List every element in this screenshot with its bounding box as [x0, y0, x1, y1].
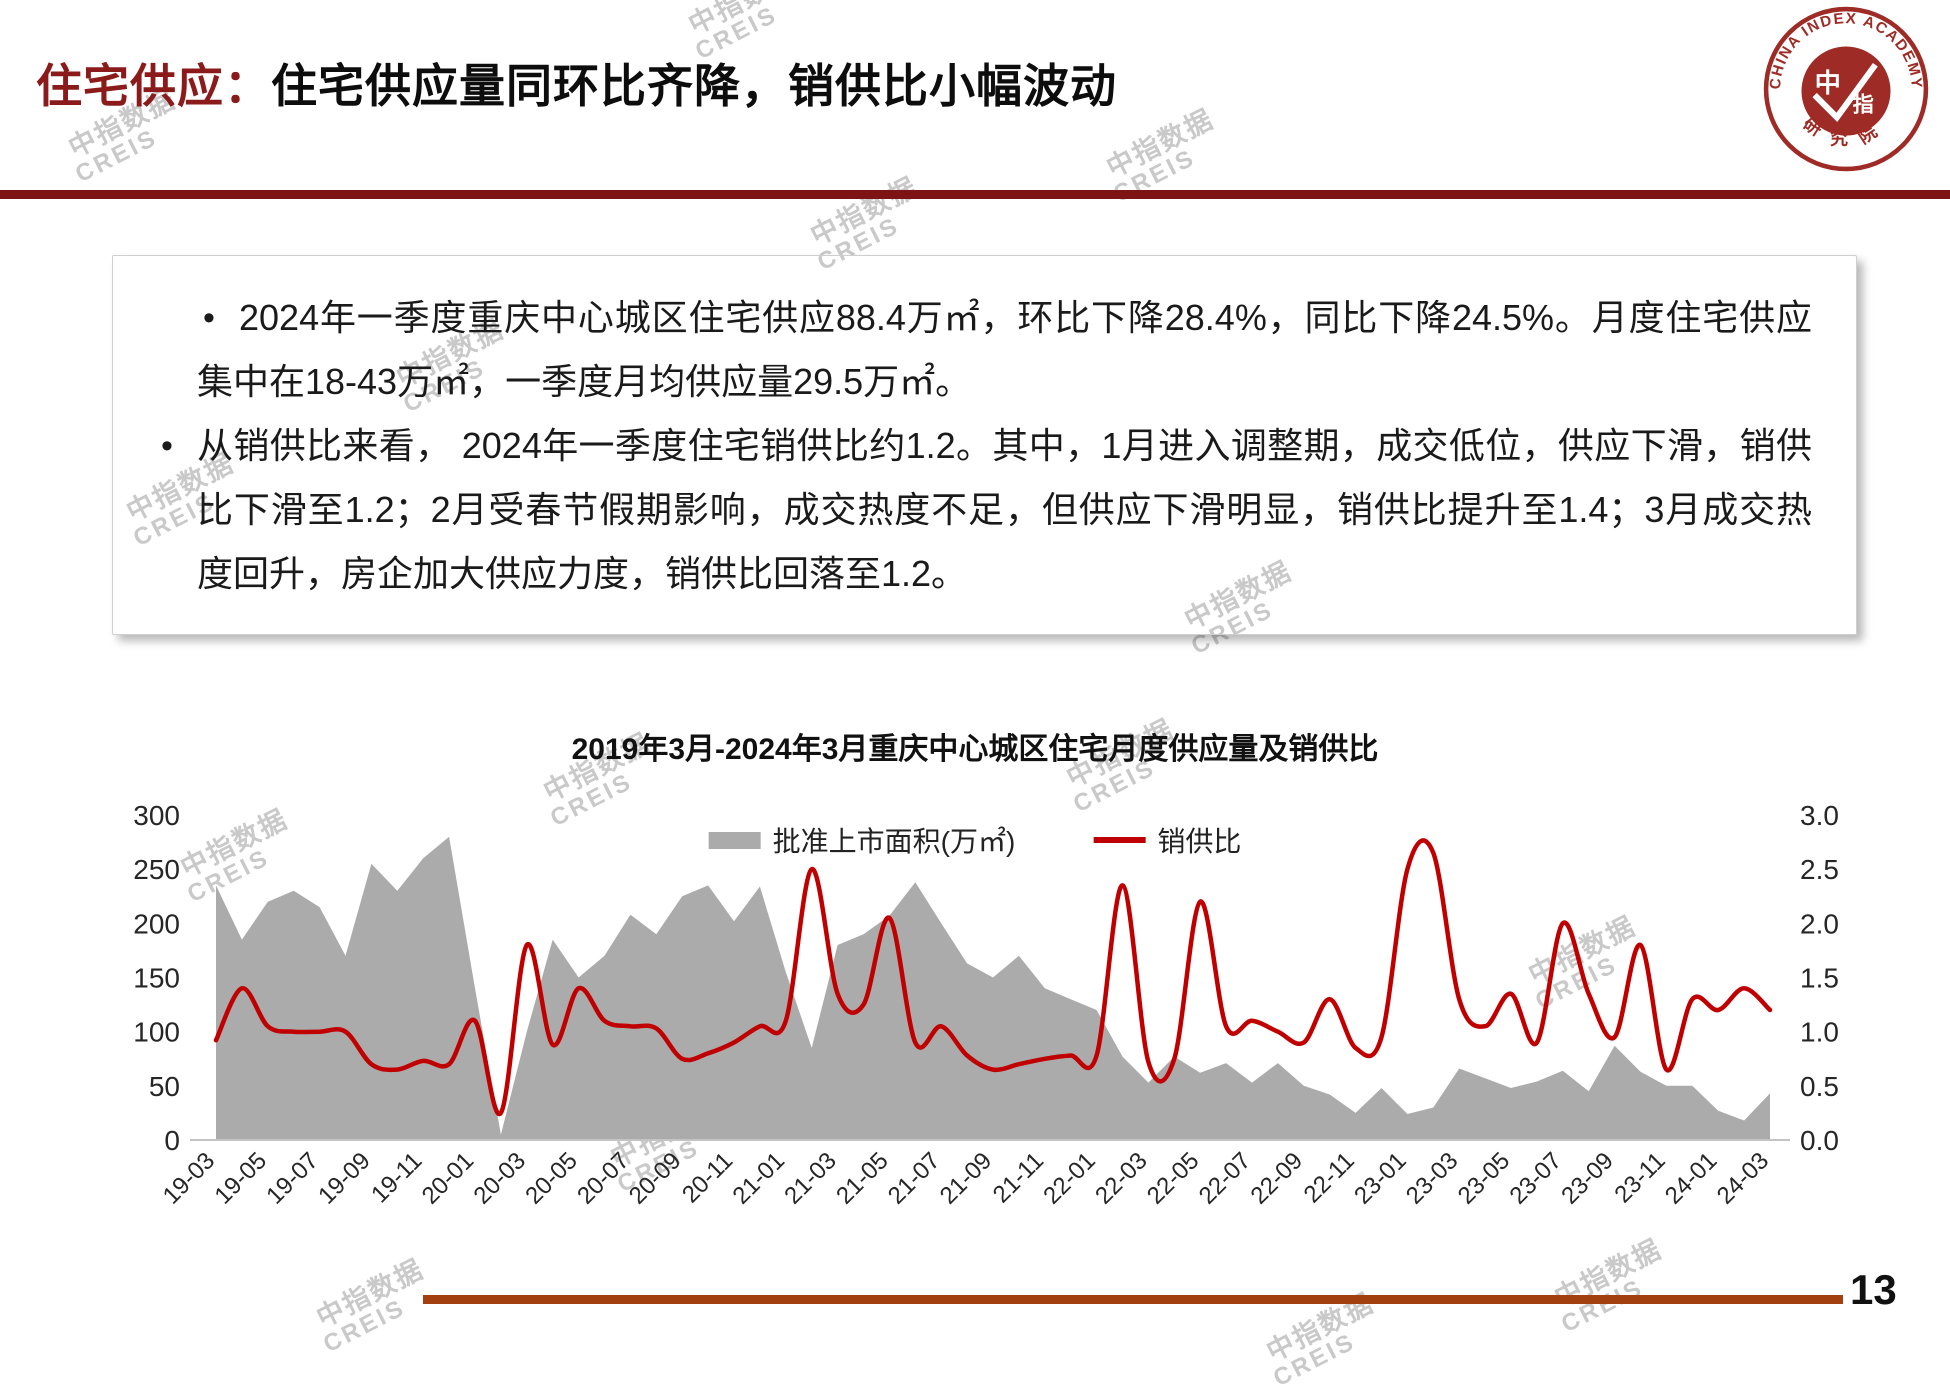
- summary-card: 2024年一季度重庆中心城区住宅供应88.4万㎡，环比下降28.4%，同比下降2…: [112, 255, 1857, 635]
- left-axis-tick: 200: [133, 908, 180, 939]
- x-axis-label: 23-05: [1453, 1147, 1516, 1210]
- right-axis-tick: 0.5: [1800, 1071, 1839, 1102]
- bullet-item-1: 2024年一季度重庆中心城区住宅供应88.4万㎡，环比下降28.4%，同比下降2…: [161, 286, 1812, 414]
- x-axis-label: 21-03: [779, 1147, 842, 1210]
- x-axis-label: 19-03: [158, 1147, 221, 1210]
- x-axis-label: 20-01: [417, 1147, 480, 1210]
- watermark-line1: 中指数据: [805, 171, 923, 252]
- area-series: [216, 836, 1770, 1140]
- watermark-line1: 中指数据: [1101, 103, 1219, 184]
- x-axis-label: 23-11: [1609, 1147, 1670, 1208]
- area-legend-label: 批准上市面积(万㎡): [772, 826, 1016, 857]
- page-number: 13: [1850, 1266, 1897, 1313]
- left-axis-tick: 50: [149, 1071, 180, 1102]
- x-axis-label: 21-11: [988, 1147, 1049, 1208]
- left-axis-tick: 300: [133, 800, 180, 831]
- x-axis-label: 19-07: [261, 1147, 324, 1210]
- header-divider: [0, 190, 1950, 199]
- x-axis-label: 22-07: [1194, 1147, 1257, 1210]
- x-axis-label: 20-05: [520, 1147, 583, 1210]
- x-axis-label: 20-11: [677, 1147, 738, 1208]
- ratio-line-series: [213, 838, 1773, 1117]
- right-axis-tick: 0.0: [1800, 1125, 1839, 1156]
- x-axis-label: 19-05: [210, 1147, 273, 1210]
- x-axis-label: 22-05: [1142, 1147, 1205, 1210]
- right-axis-tick: 1.0: [1800, 1017, 1839, 1048]
- x-axis-label: 23-01: [1349, 1147, 1412, 1210]
- footer-divider: [423, 1295, 1843, 1304]
- logo-zigzag-icon: [1812, 62, 1878, 122]
- bullet-item-2: 从销供比来看， 2024年一季度住宅销供比约1.2。其中，1月进入调整期，成交低…: [161, 414, 1812, 606]
- x-axis-label: 19-11: [366, 1147, 427, 1208]
- x-axis-label: 20-09: [624, 1147, 687, 1210]
- china-index-academy-logo-icon: CHINA INDEX ACADEMY 中 指 研究院: [1763, 6, 1929, 172]
- x-axis-label: 21-07: [883, 1147, 946, 1210]
- logo-disc: [1801, 46, 1891, 136]
- left-axis-tick: 100: [133, 1017, 180, 1048]
- bullet-list: 2024年一季度重庆中心城区住宅供应88.4万㎡，环比下降28.4%，同比下降2…: [157, 286, 1812, 606]
- legend-item-area: 批准上市面积(万㎡): [708, 820, 1016, 860]
- left-axis-tick: 250: [133, 854, 180, 885]
- x-axis-label: 21-01: [728, 1147, 791, 1210]
- page-title: 住宅供应：住宅供应量同环比齐降，销供比小幅波动: [36, 50, 1117, 116]
- x-axis-label: 22-11: [1299, 1147, 1360, 1208]
- x-axis-label: 23-09: [1556, 1147, 1619, 1210]
- line-legend-swatch: [1093, 837, 1146, 843]
- x-axis-label: 24-03: [1712, 1147, 1775, 1210]
- right-axis-tick: 3.0: [1800, 800, 1839, 831]
- area-legend-swatch: [708, 831, 761, 849]
- right-axis-tick: 2.0: [1800, 908, 1839, 939]
- right-axis-tick: 2.5: [1800, 854, 1839, 885]
- x-axis-label: 20-07: [572, 1147, 635, 1210]
- right-axis-tick: 1.5: [1800, 963, 1839, 994]
- chart-title: 2019年3月-2024年3月重庆中心城区住宅月度供应量及销供比: [571, 733, 1379, 766]
- supply-ratio-chart: 300 250 200 150 100 50 0 3.0 2.5 2.0 1.5 1.0 0.5 0.0 1…: [133, 800, 1839, 1210]
- x-axis-label: 22-09: [1246, 1147, 1309, 1210]
- x-axis-label: 22-01: [1038, 1147, 1101, 1210]
- logo-char-zhi: 指: [1853, 92, 1874, 116]
- left-axis-tick: 0: [164, 1125, 180, 1156]
- x-axis-label: 22-03: [1090, 1147, 1153, 1210]
- page-title-prefix: 住宅供应：: [36, 60, 271, 112]
- watermark-line2: CREIS: [71, 124, 163, 189]
- x-axis-label: 19-09: [313, 1147, 376, 1210]
- watermark-line1: 中指数据: [683, 0, 801, 41]
- logo-char-zhong: 中: [1815, 68, 1841, 98]
- line-legend-label: 销供比: [1157, 826, 1242, 857]
- x-axis-label: 23-03: [1401, 1147, 1464, 1210]
- x-axis-label: 21-05: [831, 1147, 894, 1210]
- x-axis-label: 21-09: [935, 1147, 998, 1210]
- x-axis-label: 24-01: [1660, 1147, 1723, 1210]
- chart-legend: 批准上市面积(万㎡) 销供比: [708, 820, 1241, 860]
- page-title-main: 住宅供应量同环比齐降，销供比小幅波动: [271, 60, 1117, 112]
- left-axis-tick: 150: [133, 963, 180, 994]
- legend-item-line: 销供比: [1093, 820, 1241, 860]
- x-axis-label: 23-07: [1505, 1147, 1568, 1210]
- x-axis-label: 20-03: [469, 1147, 532, 1210]
